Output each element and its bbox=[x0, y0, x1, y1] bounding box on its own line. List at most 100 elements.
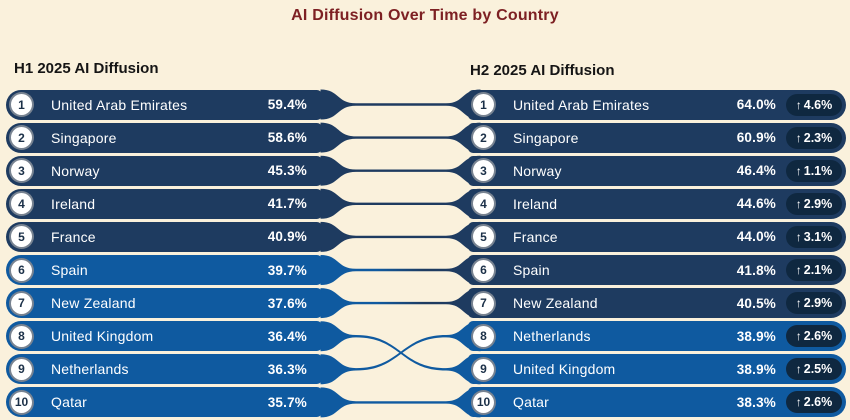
up-arrow-icon: ↑ bbox=[795, 263, 802, 277]
country-label: United Kingdom bbox=[513, 361, 616, 378]
change-value-label: 2.6% bbox=[803, 329, 833, 344]
rank-number-badge: 10 bbox=[471, 389, 496, 415]
rank-connector bbox=[320, 89, 481, 120]
rank-connector bbox=[320, 255, 481, 285]
value-label: 59.4% bbox=[267, 97, 307, 112]
rank-number-badge: 5 bbox=[471, 224, 496, 250]
up-arrow-icon: ↑ bbox=[795, 196, 802, 211]
up-arrow-icon: ↑ bbox=[795, 130, 802, 145]
value-label: 45.3% bbox=[267, 163, 307, 179]
value-label: 41.7% bbox=[267, 196, 307, 212]
rank-connector bbox=[320, 155, 481, 186]
rank-number-badge: 10 bbox=[9, 389, 34, 415]
change-value-label: 2.5% bbox=[803, 362, 833, 377]
page-title: AI Diffusion Over Time by Country bbox=[291, 7, 559, 24]
h1-rank-row: 5 France 40.9% bbox=[6, 221, 322, 252]
up-arrow-icon: ↑ bbox=[795, 163, 802, 178]
rank-connector bbox=[320, 221, 481, 252]
change-value-label: 2.3% bbox=[803, 130, 833, 145]
value-label: 39.7% bbox=[267, 262, 307, 278]
value-label: 58.6% bbox=[267, 130, 307, 146]
rank-number-badge: 1 bbox=[471, 92, 496, 117]
country-label: France bbox=[51, 228, 96, 245]
value-label: 38.9% bbox=[736, 361, 776, 377]
rank-number-badge: 8 bbox=[471, 323, 496, 349]
rank-connector bbox=[320, 188, 481, 219]
h2-rank-row: 5 France 44.0% ↑ 3.1% bbox=[468, 221, 846, 252]
country-label: New Zealand bbox=[513, 295, 598, 312]
country-label: Qatar bbox=[513, 394, 550, 411]
change-value-label: 1.1% bbox=[803, 163, 833, 178]
rank-number-badge: 2 bbox=[9, 125, 34, 151]
h2-rank-row: 1 United Arab Emirates 64.0% ↑ 4.6% bbox=[468, 89, 846, 120]
rank-number-badge: 3 bbox=[471, 158, 496, 184]
h1-rank-row: 6 Spain 39.7% bbox=[6, 255, 322, 285]
rank-number-badge: 7 bbox=[471, 290, 496, 316]
h1-rank-row: 4 Ireland 41.7% bbox=[6, 188, 322, 219]
value-label: 44.0% bbox=[736, 229, 776, 245]
change-value-label: 3.1% bbox=[803, 229, 833, 244]
value-label: 36.4% bbox=[267, 328, 307, 344]
up-arrow-icon: ↑ bbox=[795, 329, 802, 344]
rank-connector bbox=[320, 321, 481, 385]
value-label: 40.5% bbox=[736, 295, 776, 311]
country-label: Netherlands bbox=[513, 328, 591, 345]
value-label: 64.0% bbox=[736, 97, 776, 112]
up-arrow-icon: ↑ bbox=[795, 97, 802, 112]
change-badge: ↑ 2.9% bbox=[786, 192, 842, 215]
country-label: Norway bbox=[513, 162, 562, 179]
value-label: 44.6% bbox=[736, 196, 776, 212]
h2-rank-row: 3 Norway 46.4% ↑ 1.1% bbox=[468, 155, 846, 186]
change-value-label: 2.6% bbox=[803, 395, 833, 410]
change-badge: ↑ 2.3% bbox=[786, 126, 842, 149]
rank-number-badge: 6 bbox=[471, 257, 496, 283]
country-label: Netherlands bbox=[51, 361, 129, 378]
rank-number-badge: 2 bbox=[471, 125, 496, 151]
h2-rank-row: 2 Singapore 60.9% ↑ 2.3% bbox=[468, 122, 846, 153]
rank-number-badge: 5 bbox=[9, 224, 34, 250]
value-label: 37.6% bbox=[267, 295, 307, 311]
rank-number-badge: 6 bbox=[9, 257, 34, 283]
rank-number-badge: 9 bbox=[471, 356, 496, 382]
change-badge: ↑ 2.1% bbox=[786, 259, 842, 281]
rank-number-badge: 9 bbox=[9, 356, 34, 382]
rank-number-badge: 3 bbox=[9, 158, 34, 184]
rank-connector bbox=[320, 288, 481, 319]
country-label: Ireland bbox=[513, 195, 558, 212]
country-label: United Arab Emirates bbox=[51, 96, 188, 113]
h2-rank-row: 7 New Zealand 40.5% ↑ 2.9% bbox=[468, 288, 846, 319]
change-badge: ↑ 2.6% bbox=[786, 391, 842, 414]
value-label: 35.7% bbox=[267, 394, 307, 410]
h2-rank-row: 4 Ireland 44.6% ↑ 2.9% bbox=[468, 188, 846, 219]
country-label: United Kingdom bbox=[51, 328, 154, 345]
h2-rank-row: 9 United Kingdom 38.9% ↑ 2.5% bbox=[468, 354, 846, 385]
up-arrow-icon: ↑ bbox=[795, 362, 802, 377]
h2-rank-row: 8 Netherlands 38.9% ↑ 2.6% bbox=[468, 321, 846, 352]
up-arrow-icon: ↑ bbox=[795, 296, 802, 311]
country-label: Spain bbox=[513, 262, 550, 278]
value-label: 38.3% bbox=[736, 394, 776, 410]
h1-rank-row: 10 Qatar 35.7% bbox=[6, 387, 322, 418]
country-label: Norway bbox=[51, 162, 100, 179]
h2-rank-row: 10 Qatar 38.3% ↑ 2.6% bbox=[468, 387, 846, 418]
h1-rank-row: 1 United Arab Emirates 59.4% bbox=[6, 89, 322, 120]
change-badge: ↑ 2.9% bbox=[786, 292, 842, 315]
country-label: Qatar bbox=[51, 394, 88, 411]
country-label: New Zealand bbox=[51, 295, 136, 312]
change-value-label: 2.9% bbox=[803, 296, 833, 311]
change-value-label: 4.6% bbox=[803, 97, 833, 112]
h1-rank-row: 9 Netherlands 36.3% bbox=[6, 354, 322, 385]
up-arrow-icon: ↑ bbox=[795, 395, 802, 410]
country-label: Singapore bbox=[51, 129, 117, 146]
change-badge: ↑ 3.1% bbox=[786, 225, 842, 248]
rank-number-badge: 4 bbox=[9, 191, 34, 217]
change-value-label: 2.9% bbox=[803, 196, 833, 211]
h1-rank-row: 3 Norway 45.3% bbox=[6, 155, 322, 186]
country-label: Ireland bbox=[51, 195, 96, 212]
h2-column-header: H2 2025 AI Diffusion bbox=[470, 62, 615, 79]
country-label: United Arab Emirates bbox=[513, 96, 650, 113]
change-badge: ↑ 2.6% bbox=[786, 325, 842, 348]
value-label: 41.8% bbox=[736, 262, 776, 278]
rank-number-badge: 8 bbox=[9, 323, 34, 349]
